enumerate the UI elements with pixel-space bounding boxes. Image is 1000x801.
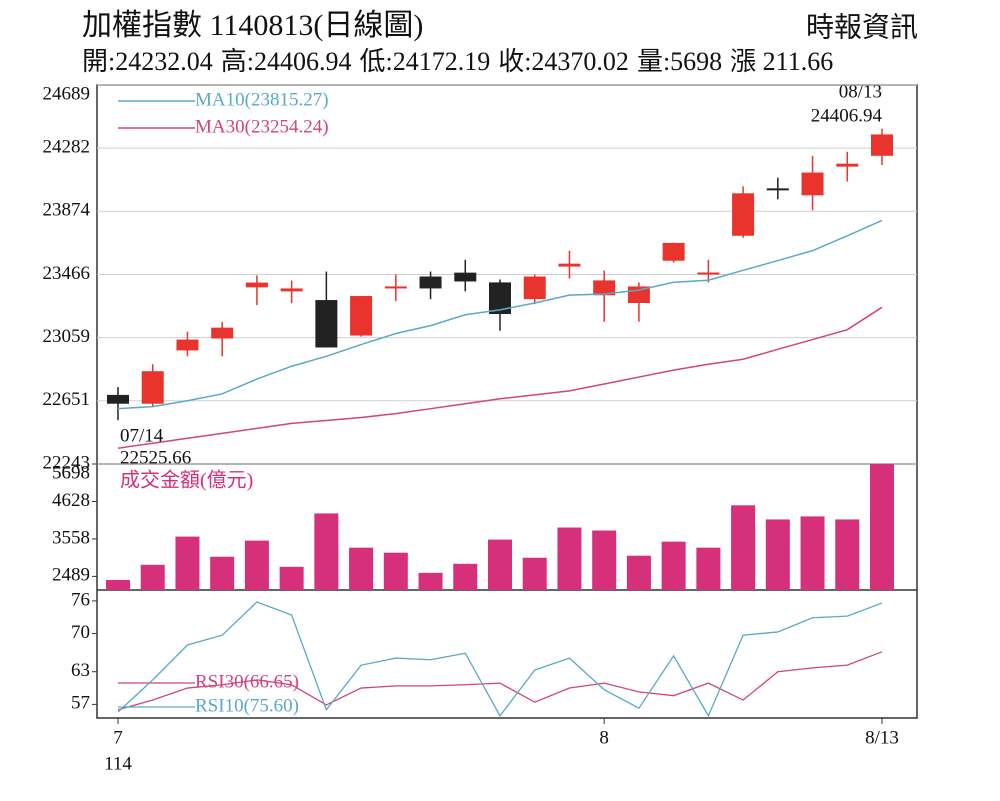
candle-body (593, 280, 616, 296)
summary-item: 高:24406.94 (221, 47, 352, 76)
y-tick-label: 4628 (52, 490, 90, 511)
candle-body (245, 282, 268, 288)
volume-bar (140, 564, 165, 590)
y-tick-label: 22651 (43, 389, 91, 410)
y-tick-label: 24282 (43, 136, 91, 157)
y-tick-label: 70 (71, 622, 90, 643)
y-tick-label: 22243 (43, 452, 91, 473)
legend-label: MA10(23815.27) (195, 89, 329, 110)
volume-bar (279, 566, 304, 590)
annotation-value: 24406.94 (811, 105, 883, 126)
volume-bar (522, 557, 547, 590)
annotation-value: 22525.66 (120, 447, 191, 468)
volume-bar (175, 536, 200, 590)
y-tick-label: 5698 (52, 462, 90, 483)
summary-item: 漲 211.66 (730, 47, 833, 76)
candle-body (315, 300, 338, 348)
y-tick-label: 24689 (43, 83, 91, 104)
ma-line (117, 306, 883, 449)
y-tick-label: 63 (71, 660, 90, 681)
volume-bar (418, 572, 443, 590)
volume-bar (800, 516, 825, 590)
y-tick-label: 23874 (43, 200, 91, 221)
x-tick-label: 8/13 (865, 727, 899, 748)
y-tick-label: 3558 (52, 527, 90, 548)
candle-body (176, 339, 199, 351)
candle-body (801, 172, 824, 196)
summary: 開:24232.04 高:24406.94 低:24172.19 收:24370.02… (82, 47, 833, 76)
volume-bar (210, 556, 235, 590)
volume-bar (557, 527, 582, 590)
legend-label: MA30(23254.24) (195, 116, 329, 137)
source: 時報資訊 (806, 11, 918, 43)
volume-bar (731, 505, 756, 590)
legend-label: RSI10(75.60) (195, 695, 299, 716)
summary-item: 開:24232.04 (82, 47, 213, 76)
volume-bar (626, 555, 651, 590)
annotation-date: 07/14 (120, 425, 164, 446)
candle-body (836, 163, 859, 167)
candle-body (766, 188, 789, 191)
y-tick-label: 76 (71, 589, 90, 610)
candle-body (419, 276, 442, 289)
volume-bar (765, 519, 790, 590)
volume-bar (244, 540, 269, 590)
x-tick-label: 8 (599, 727, 609, 748)
summary-line: 開:24232.04 高:24406.94 低:24172.19 收:24370.02… (82, 47, 833, 76)
x-tick-label: 7 (113, 727, 123, 748)
legend-label: RSI30(66.65) (195, 671, 299, 692)
summary-item: 低:24172.19 (359, 47, 490, 76)
candle-body (141, 371, 164, 404)
volume-bar (696, 547, 721, 590)
volume-bar (106, 579, 130, 590)
candle-body (107, 394, 129, 404)
candle-body (350, 296, 373, 336)
volume-bar (349, 547, 374, 590)
chart-title: 加權指數 1140813(日線圖) (82, 9, 423, 42)
volume-bar (661, 541, 686, 590)
rsi-line (117, 651, 883, 711)
candle-body (662, 242, 685, 261)
candle-body (280, 288, 303, 292)
summary-item: 量:5698 (637, 47, 722, 76)
ma-line (117, 219, 883, 410)
annotation-date: 08/13 (839, 81, 882, 102)
y-tick-label: 57 (71, 693, 90, 714)
volume-bar (314, 513, 339, 590)
y-tick-label: 23059 (43, 326, 91, 347)
candle-body (523, 276, 546, 300)
summary-item: 收:24370.02 (498, 47, 629, 76)
candle-body (871, 134, 893, 156)
candle-body (697, 272, 720, 275)
volume-bar (453, 563, 478, 590)
volume-bar (592, 530, 617, 590)
volume-bar (835, 519, 860, 590)
candle-body (489, 282, 511, 315)
volume-title: 成交金額(億元) (120, 469, 253, 492)
candle-body (558, 263, 581, 267)
year-label: 114 (104, 753, 132, 774)
volume-bar (870, 464, 894, 590)
volume-bar (383, 552, 408, 590)
candle-body (454, 272, 477, 282)
y-tick-label: 2489 (52, 565, 90, 586)
candle-body (384, 286, 407, 289)
y-tick-label: 23466 (43, 263, 91, 284)
rsi-line (117, 601, 883, 718)
volume-bar (488, 539, 512, 590)
candle-body (211, 327, 234, 339)
candle-body (732, 193, 755, 236)
